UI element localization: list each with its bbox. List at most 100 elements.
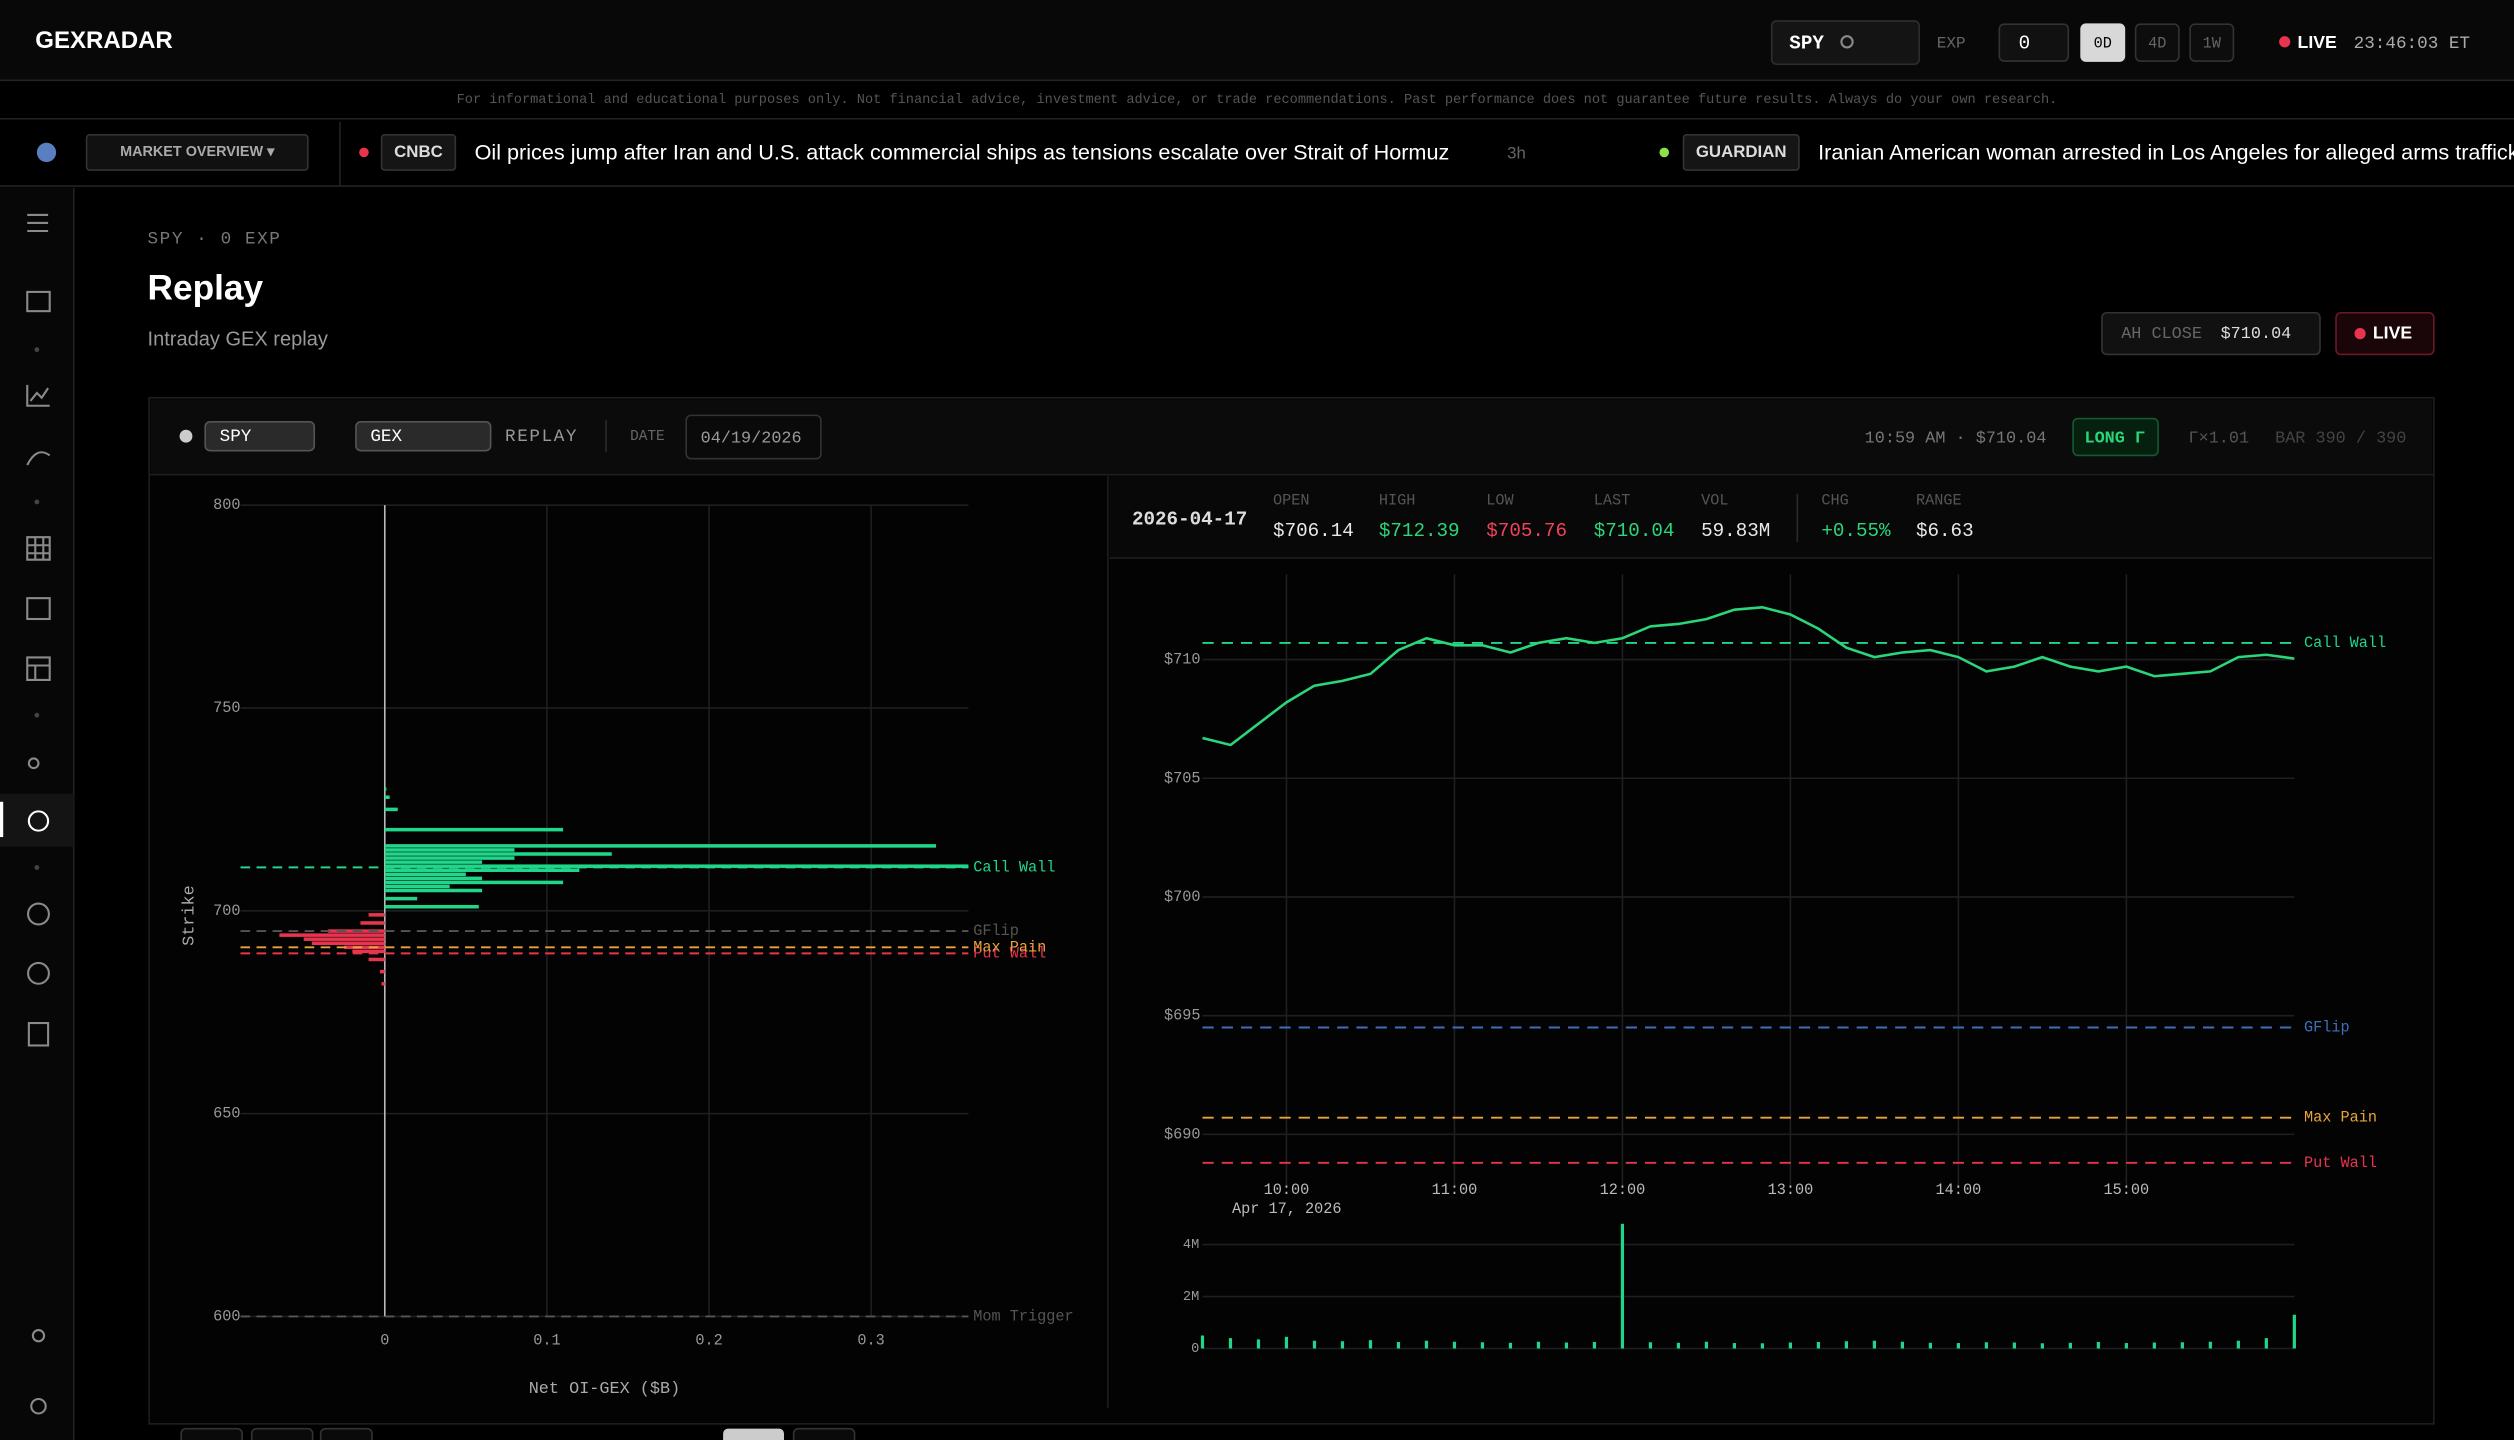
tab[interactable] [319, 1427, 373, 1440]
exp-input[interactable] [1998, 23, 2070, 62]
icon[interactable] [26, 656, 51, 681]
gex-bar [384, 860, 483, 864]
range-label: 0D [2094, 34, 2112, 52]
volume-bar [1592, 1342, 1597, 1349]
quote-label: OPEN [1273, 491, 1310, 509]
y-axis-title: Strike [181, 885, 200, 946]
volume-bar [1648, 1342, 1653, 1349]
icon[interactable] [26, 290, 51, 313]
bias: LONG Γ [2084, 429, 2145, 448]
x-tick-label: 13:00 [1768, 1181, 1814, 1199]
y-tick-label: 800 [213, 496, 240, 514]
volume-bar [1872, 1340, 1877, 1349]
volume-bar [1620, 1223, 1625, 1349]
headline[interactable]: Iranian American woman arrested in Los A… [1818, 140, 2514, 165]
volume-bar [2292, 1314, 2296, 1349]
gex-bar [384, 807, 398, 812]
volume-bar [1452, 1341, 1457, 1349]
metric-select[interactable] [355, 420, 492, 452]
tab[interactable] [180, 1427, 243, 1440]
volume-bar [1928, 1342, 1932, 1349]
volume-bar [1284, 1336, 1289, 1349]
gex-bar [384, 844, 936, 848]
volume-bar [2012, 1342, 2016, 1349]
icon[interactable] [27, 902, 50, 926]
volume-bar [1760, 1343, 1765, 1349]
icon[interactable] [27, 1021, 50, 1047]
breadcrumb: SPY · 0 EXP [148, 230, 282, 250]
sidebar-icons [0, 213, 74, 1415]
icon[interactable] [26, 451, 51, 466]
gex-bar [384, 872, 466, 877]
icon[interactable] [27, 961, 50, 985]
date-label: Apr 17, 2026 [1232, 1200, 1342, 1218]
level-label: Call Wall [973, 858, 1055, 876]
volume-bar [1676, 1342, 1681, 1349]
gex-bar [381, 982, 385, 986]
level-label: Mom Trigger [973, 1307, 1073, 1325]
range-button[interactable] [2189, 23, 2235, 62]
quote-value: +0.55% [1821, 520, 1891, 542]
gex-bar [384, 888, 483, 893]
news-source [1682, 133, 1800, 171]
quote-label: LAST [1594, 491, 1631, 509]
icon[interactable] [26, 536, 51, 561]
volume-bar [1368, 1340, 1373, 1349]
level-label: Put Wall [973, 944, 1046, 962]
y-tick-label: $695 [1164, 1007, 1201, 1025]
x-tick-label: 10:00 [1264, 1181, 1310, 1199]
gex-bar [311, 941, 385, 946]
y-tick-label: 2M [1183, 1290, 1199, 1305]
x-tick-label: 0.1 [533, 1331, 560, 1349]
search[interactable] [1770, 20, 1920, 66]
live-button-label: LIVE [2373, 322, 2412, 342]
tab[interactable] [723, 1428, 785, 1440]
dot [34, 499, 40, 505]
volume-bar [1732, 1343, 1737, 1349]
volume-bar [2124, 1343, 2128, 1349]
volume-bar [2068, 1342, 2072, 1349]
quote-label: LOW [1486, 491, 1514, 509]
x-tick-label: 14:00 [1936, 1181, 1982, 1199]
date-input[interactable] [685, 414, 822, 460]
market-overview-label: MARKET OVERVIEW ▾ [120, 144, 275, 160]
menu-icon[interactable] [27, 213, 49, 233]
bottom-tabs [180, 1427, 856, 1440]
live-button[interactable] [2335, 311, 2435, 356]
gex-bar [384, 868, 580, 872]
toolbar [150, 399, 2433, 475]
live-dot [2354, 327, 2366, 340]
gamma-ratio: Γ×1.01 [2189, 429, 2250, 448]
page-subtitle: Intraday GEX replay [148, 328, 328, 350]
ticker: SPY [1789, 32, 1824, 54]
brand[interactable]: GEXRADAR [35, 27, 173, 54]
tab[interactable] [250, 1427, 314, 1440]
icon[interactable] [30, 1397, 47, 1415]
icon[interactable] [31, 1329, 46, 1343]
icon[interactable] [26, 597, 51, 621]
quote-label: RANGE [1916, 491, 1962, 509]
range-button[interactable] [2080, 23, 2126, 62]
quote-value: $712.39 [1379, 520, 1460, 542]
replay-icon[interactable] [27, 810, 50, 832]
gex-bar [384, 848, 515, 852]
range-button[interactable] [2134, 23, 2180, 62]
level-label: Call Wall [2304, 634, 2386, 652]
gex-bar [379, 969, 385, 974]
icon[interactable] [26, 384, 50, 407]
level-label: Max Pain [2304, 1109, 2377, 1127]
gex-bar [384, 904, 479, 909]
quote-label: CHG [1821, 491, 1848, 509]
live: LIVE [2298, 32, 2337, 52]
price-line [1202, 605, 2295, 747]
market-overview[interactable] [85, 133, 309, 171]
headline[interactable]: Oil prices jump after Iran and U.S. atta… [475, 140, 1450, 165]
y-tick-label: $710 [1164, 651, 1201, 669]
icon[interactable] [27, 757, 40, 770]
quote-label: HIGH [1379, 491, 1416, 509]
ah-close-value: $710.04 [2221, 325, 2292, 344]
tab[interactable] [792, 1427, 856, 1440]
quote-label: VOL [1701, 491, 1728, 509]
volume-bar [1424, 1340, 1429, 1349]
symbol-select[interactable] [204, 420, 316, 452]
